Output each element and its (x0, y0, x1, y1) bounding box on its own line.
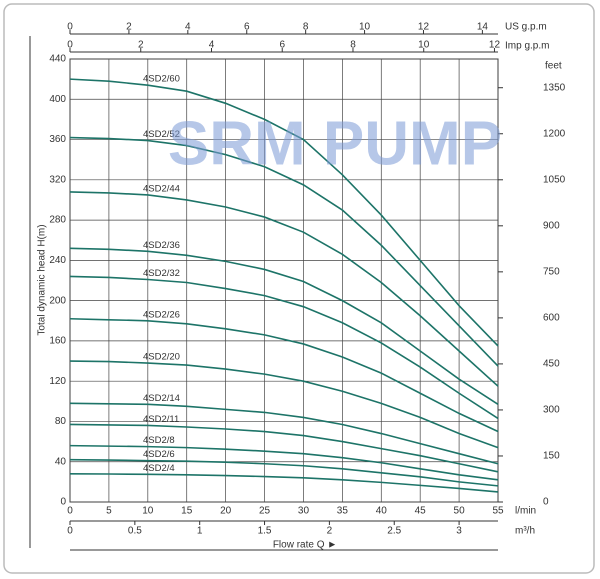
curve-label: 4SD2/44 (143, 183, 180, 194)
curve-label: 4SD2/11 (143, 414, 179, 425)
imp-gpm-tick-label: 4 (209, 40, 215, 51)
curve-label: 4SD2/14 (143, 393, 180, 404)
curve-label: 4SD2/36 (143, 240, 180, 251)
curve-label: 4SD2/6 (143, 449, 175, 460)
y-tick-label: 160 (49, 336, 66, 347)
curve (69, 191, 499, 387)
imp-gpm-tick-label: 6 (279, 40, 285, 51)
curve (69, 275, 499, 420)
y2-tick-label: 750 (543, 266, 560, 277)
curve-label: 4SD2/26 (143, 309, 180, 320)
m3h-tick-label: 1 (197, 526, 203, 537)
x-tick-label: 30 (298, 506, 310, 517)
y-axis-title: Total dynamic head H(m) (37, 224, 48, 335)
x-tick-label: 20 (220, 506, 232, 517)
y2-tick-label: 1050 (543, 174, 566, 185)
imp-gpm-tick-label: 8 (350, 40, 356, 51)
curve-label: 4SD2/20 (143, 352, 180, 363)
x-axis-title: l/min (515, 506, 536, 517)
y2-tick-label: 600 (543, 313, 560, 324)
y2-tick-label: 1350 (543, 82, 566, 93)
m3h-tick-label: 1.5 (258, 526, 272, 537)
x2-axis-title: m³/h (515, 526, 535, 537)
curve (69, 473, 499, 493)
curve-label: 4SD2/32 (143, 268, 180, 279)
curve (69, 317, 499, 433)
frame (3, 3, 595, 574)
us-gpm-tick-label: 14 (477, 22, 489, 33)
imp-gpm-tick-label: 2 (138, 40, 144, 51)
x-tick-label: 50 (454, 506, 466, 517)
imp-gpm-tick-label: 10 (418, 40, 430, 51)
x-tick-label: 55 (492, 506, 504, 517)
m3h-tick-label: 2 (327, 526, 333, 537)
y-tick-label: 440 (49, 54, 66, 65)
us-gpm-tick-label: 4 (185, 22, 191, 33)
us-gpm-tick-label: 10 (359, 22, 371, 33)
curve-label: 4SD2/4 (143, 463, 175, 474)
y-tick-label: 320 (49, 174, 66, 185)
y2-tick-label: 150 (543, 451, 560, 462)
curve-label: 4SD2/52 (143, 129, 180, 140)
x-tick-label: 35 (337, 506, 349, 517)
y-tick-label: 240 (49, 255, 66, 266)
y-tick-label: 200 (49, 295, 66, 306)
curve-label: 4SD2/8 (143, 435, 175, 446)
watermark: SRM PUMP (168, 109, 502, 178)
curve (69, 444, 499, 481)
m3h-tick-label: 2.5 (387, 526, 401, 537)
y-tick-label: 120 (49, 376, 66, 387)
x-tick-label: 15 (181, 506, 193, 517)
curve (69, 423, 499, 473)
us-gpm-tick-label: 6 (244, 22, 250, 33)
m3h-tick-label: 0 (67, 526, 73, 537)
y-tick-label: 400 (49, 94, 66, 105)
imp-gpm-tick-label: 0 (67, 40, 73, 51)
x-tick-label: 5 (106, 506, 112, 517)
us-gpm-tick-label: 8 (303, 22, 309, 33)
curve-label: 4SD2/60 (143, 74, 180, 85)
curve (69, 360, 499, 449)
flow-label: Flow rate Q ► (273, 540, 337, 551)
y2-tick-label: 450 (543, 359, 560, 370)
y-tick-label: 360 (49, 134, 66, 145)
curve (69, 402, 499, 465)
x-tick-label: 45 (415, 506, 427, 517)
y-tick-label: 80 (55, 416, 67, 427)
us-axis-title: US g.p.m (505, 22, 547, 33)
y2-tick-label: 1200 (543, 128, 566, 139)
y2-tick-label: 0 (543, 497, 549, 508)
m3h-tick-label: 3 (456, 526, 462, 537)
x-tick-label: 40 (376, 506, 388, 517)
x-tick-label: 25 (259, 506, 271, 517)
imp-gpm-tick-label: 12 (489, 40, 501, 51)
curve (69, 247, 499, 406)
us-gpm-tick-label: 2 (126, 22, 132, 33)
us-gpm-tick-label: 0 (67, 22, 73, 33)
y2-axis-title: feet (545, 61, 562, 72)
y2-tick-label: 300 (543, 405, 560, 416)
y-tick-label: 280 (49, 215, 66, 226)
us-gpm-tick-label: 12 (418, 22, 430, 33)
x-tick-label: 10 (142, 506, 154, 517)
y-tick-label: 40 (55, 456, 67, 467)
m3h-tick-label: 0.5 (128, 526, 142, 537)
imp-axis-title: Imp g.p.m (505, 41, 549, 52)
curve (69, 136, 499, 367)
y-tick-label: 0 (60, 497, 66, 508)
x-tick-label: 0 (67, 506, 73, 517)
curve (69, 458, 499, 487)
curve (69, 78, 499, 347)
y2-tick-label: 900 (543, 220, 560, 231)
